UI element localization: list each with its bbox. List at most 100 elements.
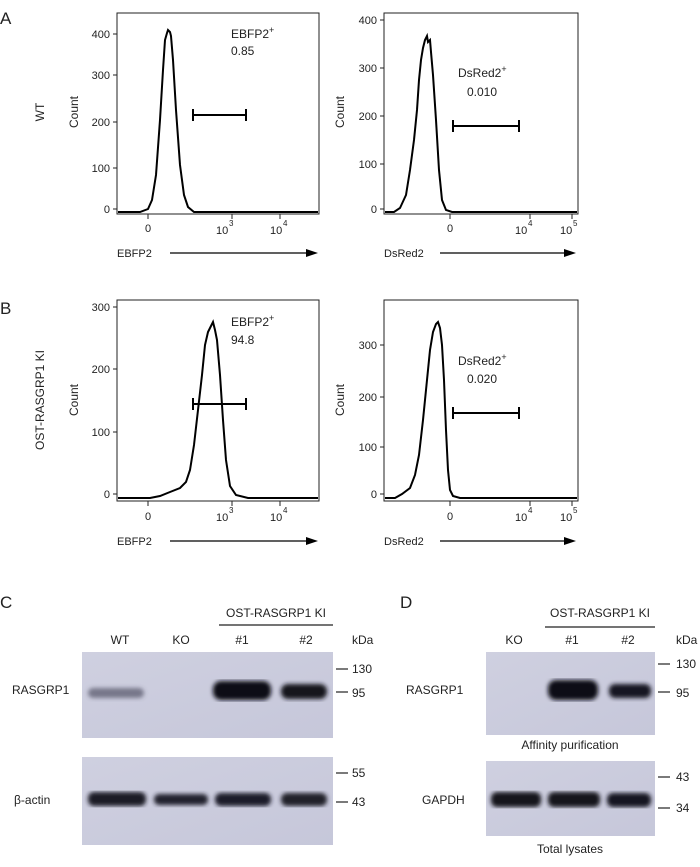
- x-tick-label: 0: [145, 223, 151, 235]
- gate-value: 0.85: [231, 44, 255, 58]
- blot-bands: [491, 792, 651, 807]
- blot-label-rasgrp1: RASGRP1: [12, 683, 70, 697]
- x-tick-label: 0: [447, 511, 453, 523]
- group-label: OST-RASGRP1 KI: [550, 606, 650, 620]
- lane-label: KO: [505, 633, 522, 647]
- mw-marker: 95: [352, 686, 366, 700]
- blot-bands: [88, 681, 327, 700]
- mw-marker: 34: [676, 801, 690, 815]
- x-tick-label: 10: [270, 512, 282, 524]
- y-tick-label: 200: [92, 117, 110, 129]
- histogram-curve: [385, 320, 577, 499]
- y-tick-label: 100: [92, 163, 110, 175]
- x-tick-exponent: 3: [229, 219, 234, 228]
- x-axis-label: DsRed2: [384, 536, 424, 548]
- x-tick-exponent: 4: [283, 506, 288, 515]
- blot-label-rasgrp1: RASGRP1: [406, 683, 464, 697]
- x-tick-label: 0: [145, 511, 151, 523]
- gate-label: DsRed2+: [458, 64, 507, 80]
- x-tick-exponent: 4: [528, 219, 533, 228]
- y-tick-label: 200: [92, 364, 110, 376]
- y-axis-label: Count: [67, 95, 81, 128]
- lane-label: KO: [172, 633, 189, 647]
- gate-value: 0.020: [467, 372, 497, 386]
- blot-bands: [548, 680, 651, 700]
- x-tick-exponent: 3: [229, 506, 234, 515]
- plot-frame: [383, 299, 579, 502]
- mw-marker: 95: [676, 686, 690, 700]
- plot-frame: [116, 299, 320, 502]
- x-axis-arrowhead: [564, 537, 576, 545]
- gate-label: EBFP2+: [231, 25, 274, 41]
- row-label-wt: WT: [33, 102, 47, 121]
- x-tick-label: 10: [560, 512, 572, 524]
- blot-label-beta-actin: β-actin: [14, 793, 50, 807]
- blot-label-gapdh: GAPDH: [422, 793, 465, 807]
- gate-value: 94.8: [231, 333, 255, 347]
- blot-caption: Affinity purification: [521, 738, 618, 752]
- gate-bar: [452, 407, 520, 419]
- lane-label: #1: [565, 633, 579, 647]
- x-axis-label: EBFP2: [117, 248, 152, 260]
- y-tick-label: 0: [104, 204, 110, 216]
- x-tick-exponent: 4: [528, 506, 533, 515]
- gate-label: EBFP2+: [231, 313, 274, 329]
- mw-marker: 43: [676, 770, 690, 784]
- histogram-a-dsred2: Count 0 100 200 300 400 0 10 4 10 5 DsRe…: [333, 12, 579, 260]
- x-tick-exponent: 4: [283, 219, 288, 228]
- x-axis-arrowhead: [306, 537, 318, 545]
- y-tick-label: 200: [359, 392, 377, 404]
- panel-letter-c: C: [0, 593, 12, 612]
- y-tick-label: 300: [359, 63, 377, 75]
- mw-marker: 43: [352, 795, 366, 809]
- x-tick-label: 10: [515, 512, 527, 524]
- histogram-curve: [385, 32, 577, 213]
- panel-letter-a: A: [0, 9, 12, 28]
- x-tick-exponent: 5: [573, 219, 578, 228]
- mw-marker: 130: [352, 662, 372, 676]
- plot-frame: [116, 12, 320, 215]
- gate-bar: [192, 398, 247, 410]
- lane-label: #1: [235, 633, 249, 647]
- panel-c: C OST-RASGRP1 KI WT KO #1 #2 kDa RASGRP1…: [0, 593, 374, 845]
- x-tick-label: 10: [270, 225, 282, 237]
- lane-label: #2: [299, 633, 313, 647]
- y-tick-label: 200: [359, 111, 377, 123]
- histogram-b-dsred2: Count 0 100 200 300 0 10 4 10 5 DsRed2+ …: [333, 299, 579, 548]
- y-tick-label: 300: [359, 340, 377, 352]
- mw-marker: 130: [676, 657, 696, 671]
- kda-label: kDa: [352, 633, 374, 647]
- histogram-curve: [118, 28, 318, 213]
- blot-caption: Total lysates: [537, 842, 603, 856]
- blot-bands: [88, 792, 327, 806]
- panel-b: B OST-RASGRP1 KI Count 0 100 200 300 0 1…: [0, 299, 579, 548]
- histogram-b-ebfp2: Count 0 100 200 300 0 10 3 10 4 EBFP2+ 9…: [67, 299, 320, 548]
- gate-bar: [452, 120, 520, 132]
- y-tick-label: 300: [92, 302, 110, 314]
- y-tick-label: 0: [104, 489, 110, 501]
- y-axis-label: Count: [333, 383, 347, 416]
- histogram-curve: [118, 319, 318, 499]
- mw-marker: 55: [352, 766, 366, 780]
- histogram-a-ebfp2: Count 0 100 200 300 400 0 10 3 10 4 EBFP…: [67, 12, 320, 260]
- x-tick-label: 10: [216, 225, 228, 237]
- plot-frame: [383, 12, 579, 215]
- y-axis-label: Count: [333, 95, 347, 128]
- x-tick-label: 10: [560, 225, 572, 237]
- x-tick-exponent: 5: [573, 506, 578, 515]
- x-axis-label: DsRed2: [384, 248, 424, 260]
- y-tick-label: 100: [359, 159, 377, 171]
- gate-label: DsRed2+: [458, 352, 507, 368]
- gate-bar: [192, 109, 247, 121]
- x-axis-arrowhead: [564, 249, 576, 257]
- panel-d: D OST-RASGRP1 KI KO #1 #2 kDa RASGRP1 13…: [400, 593, 698, 856]
- gate-value: 0.010: [467, 85, 497, 99]
- y-tick-label: 300: [92, 70, 110, 82]
- x-axis-label: EBFP2: [117, 536, 152, 548]
- y-tick-label: 400: [359, 15, 377, 27]
- x-tick-label: 10: [515, 225, 527, 237]
- lane-label: #2: [621, 633, 635, 647]
- group-label: OST-RASGRP1 KI: [226, 606, 326, 620]
- x-tick-label: 10: [216, 512, 228, 524]
